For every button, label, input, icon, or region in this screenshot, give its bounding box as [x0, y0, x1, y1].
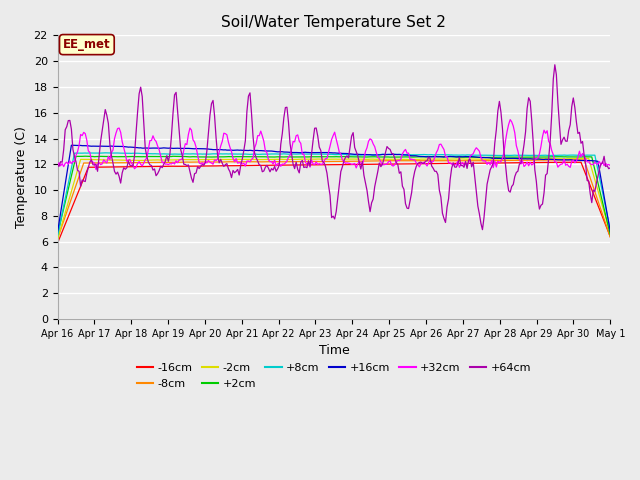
Title: Soil/Water Temperature Set 2: Soil/Water Temperature Set 2 [221, 15, 446, 30]
Y-axis label: Temperature (C): Temperature (C) [15, 126, 28, 228]
Text: EE_met: EE_met [63, 38, 111, 51]
X-axis label: Time: Time [319, 344, 349, 357]
Legend: -16cm, -8cm, -2cm, +2cm, +8cm, +16cm, +32cm, +64cm: -16cm, -8cm, -2cm, +2cm, +8cm, +16cm, +3… [132, 359, 536, 393]
